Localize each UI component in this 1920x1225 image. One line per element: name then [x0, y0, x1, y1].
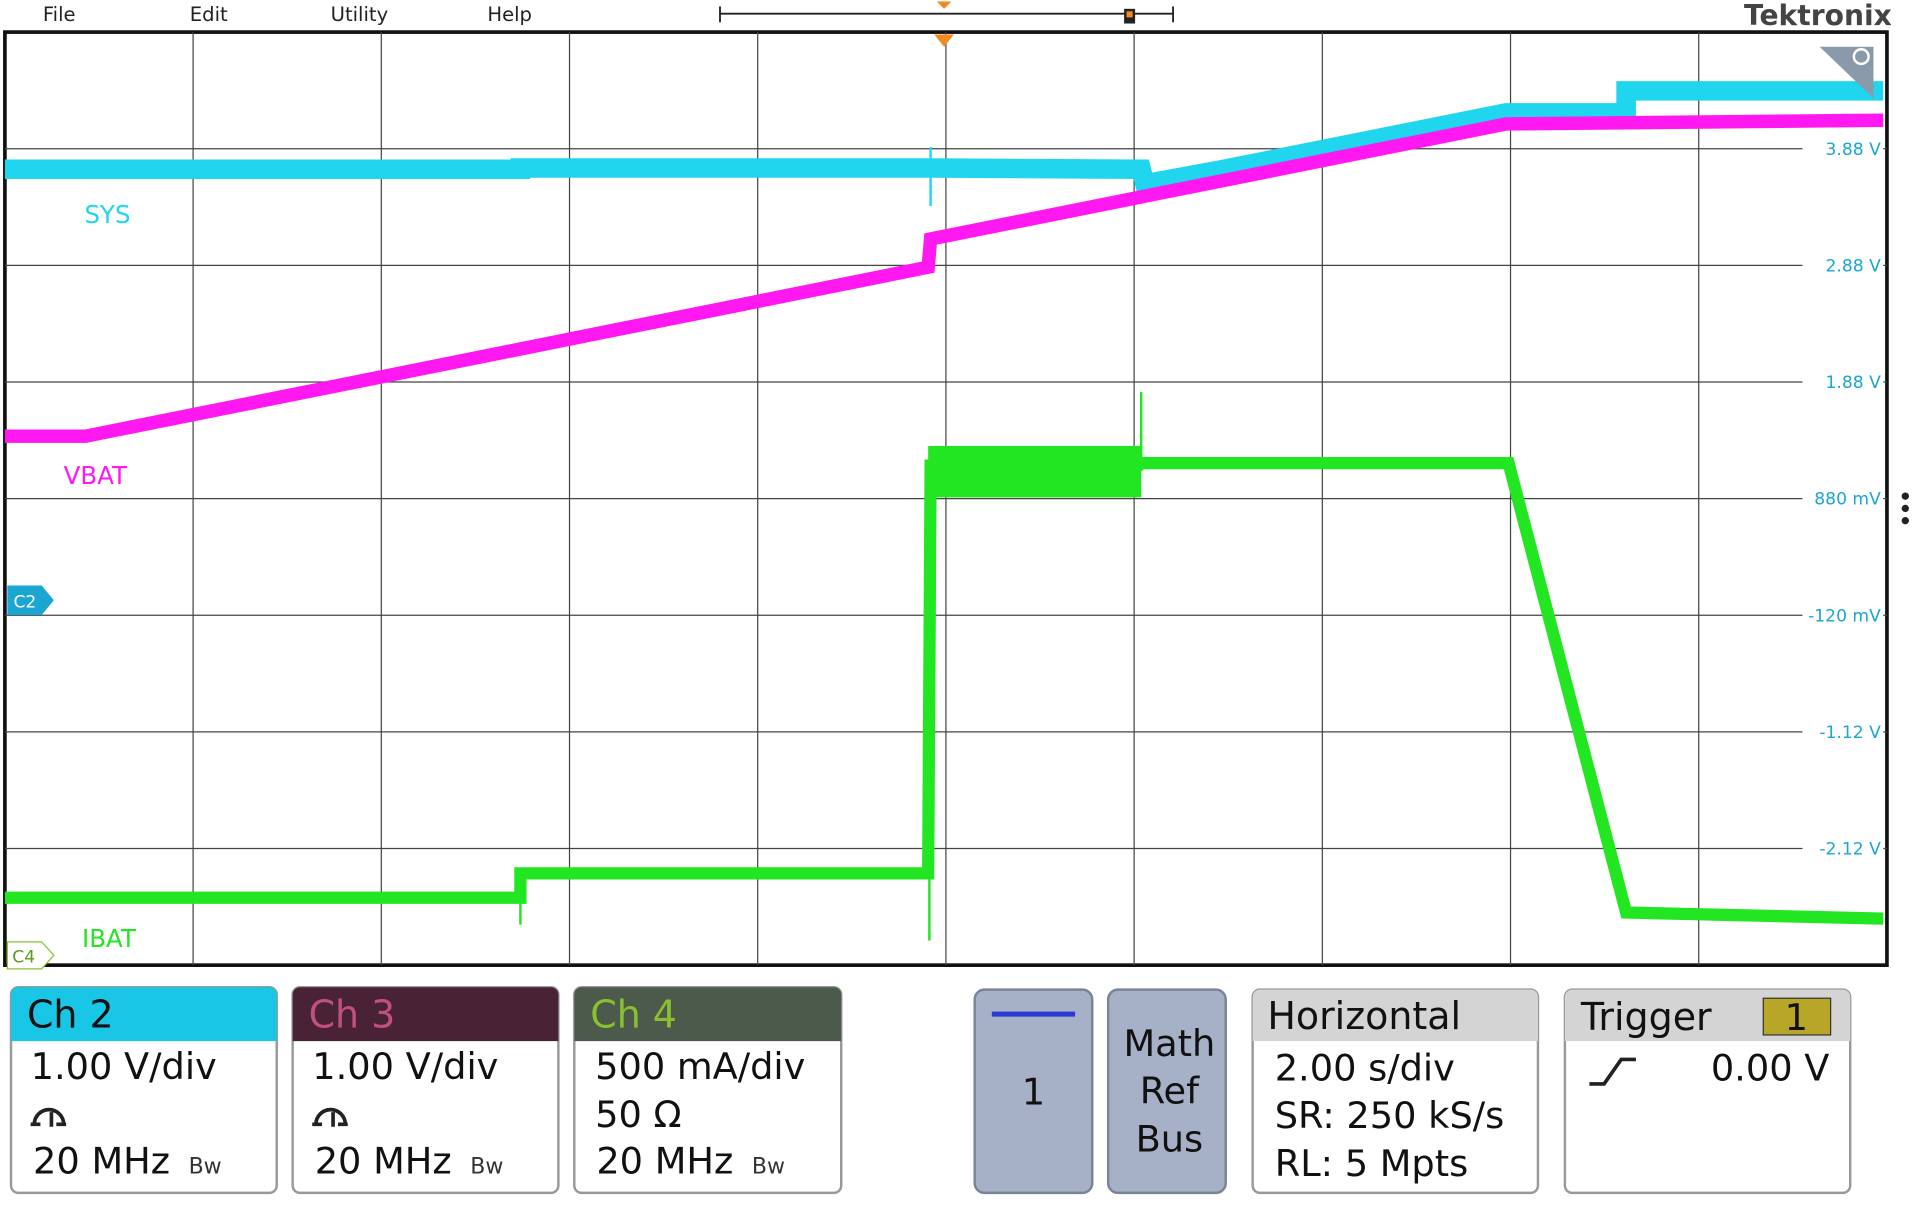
scale-label: 3.88 V: [1826, 140, 1882, 160]
ibat-label: IBAT: [82, 924, 137, 953]
ibat-spikes: [519, 392, 1143, 941]
scale-label: -120 mV: [1808, 606, 1881, 626]
ch3-bw-limit: Bw: [470, 1154, 503, 1179]
button-1: 1: [1022, 1071, 1045, 1114]
record-view[interactable]: [719, 1, 1174, 24]
c4-marker[interactable]: C4: [6, 941, 55, 970]
c2-marker-label: C2: [13, 593, 36, 613]
scale-label: -2.12 V: [1819, 840, 1881, 860]
trigger-title: Trigger: [1580, 995, 1712, 1039]
horizontal-title: Horizontal: [1267, 994, 1461, 1038]
ch4-scale: 500 mA/div: [595, 1045, 805, 1088]
record-length: RL: 5 Mpts: [1275, 1142, 1469, 1185]
button-math: Math: [1123, 1022, 1215, 1065]
ch3-bandwidth: 20 MHz: [315, 1139, 452, 1182]
ch2-bw-limit: Bw: [189, 1154, 222, 1179]
ch2-badge[interactable]: Ch 2 1.00 V/div 20 MHz Bw: [9, 985, 278, 1195]
trigger-source: 1: [1785, 996, 1808, 1039]
menu-file[interactable]: File: [43, 3, 76, 26]
scale-label-bg: [1802, 486, 1884, 511]
scale-label-bg: [1802, 719, 1884, 745]
scale-label-bg: [1802, 253, 1884, 278]
brand: Tektronix: [1744, 0, 1892, 32]
ch3-badge[interactable]: Ch 3 1.00 V/div 20 MHz Bw: [291, 985, 560, 1195]
menu-help[interactable]: Help: [487, 3, 532, 26]
scale-label-bg: [1802, 603, 1884, 628]
ch4-title: Ch 4: [590, 993, 677, 1037]
ch3-title: Ch 3: [309, 993, 396, 1037]
sample-rate: SR: 250 kS/s: [1275, 1094, 1505, 1137]
button-ref: Ref: [1140, 1070, 1200, 1113]
ch4-badge[interactable]: Ch 4 500 mA/div 50 Ω 20 MHz Bw: [573, 985, 843, 1195]
vbat-label: VBAT: [64, 461, 128, 490]
ch4-termination: 50 Ω: [595, 1093, 681, 1136]
scale-label: 1.88 V: [1826, 373, 1882, 393]
c2-marker[interactable]: C2: [7, 585, 54, 615]
menu-utility[interactable]: Utility: [331, 3, 389, 26]
scale-label-bg: [1802, 836, 1884, 861]
vbat-trace: [4, 113, 1884, 443]
ch2-bandwidth: 20 MHz: [33, 1139, 170, 1182]
trigger-level: 0.00 V: [1711, 1046, 1830, 1089]
button-bus: Bus: [1136, 1117, 1204, 1160]
ch4-bw-limit: Bw: [752, 1154, 785, 1179]
waveform-plot: SYS VBAT IBAT C2 C4 3.88 V 2.88 V 1.88 V 88…: [3, 30, 1889, 970]
scale-label: 2.88 V: [1826, 256, 1882, 276]
more-menu[interactable]: [1901, 492, 1909, 525]
add-channel-button[interactable]: 1: [973, 988, 1094, 1195]
math-ref-bus-button[interactable]: Math Ref Bus: [1106, 988, 1227, 1195]
menu-edit[interactable]: Edit: [190, 3, 228, 26]
sys-label: SYS: [84, 200, 130, 229]
scale-label-bg: [1802, 369, 1884, 395]
c4-marker-label: C4: [12, 948, 35, 968]
scale-label: 880 mV: [1814, 490, 1881, 510]
ch4-bandwidth: 20 MHz: [596, 1139, 733, 1182]
horizontal-badge[interactable]: Horizontal 2.00 s/div SR: 250 kS/s RL: 5…: [1251, 988, 1540, 1195]
trigger-badge[interactable]: Trigger 1 0.00 V: [1563, 988, 1852, 1195]
ch3-scale: 1.00 V/div: [312, 1045, 498, 1088]
sys-trace: [4, 81, 1884, 196]
ch2-title: Ch 2: [27, 993, 114, 1037]
horizontal-scale: 2.00 s/div: [1275, 1046, 1455, 1089]
ibat-noise: [928, 445, 1142, 498]
scale-label: -1.12 V: [1819, 723, 1881, 743]
ch2-scale: 1.00 V/div: [31, 1045, 217, 1088]
scale-label-bg: [1802, 136, 1884, 161]
